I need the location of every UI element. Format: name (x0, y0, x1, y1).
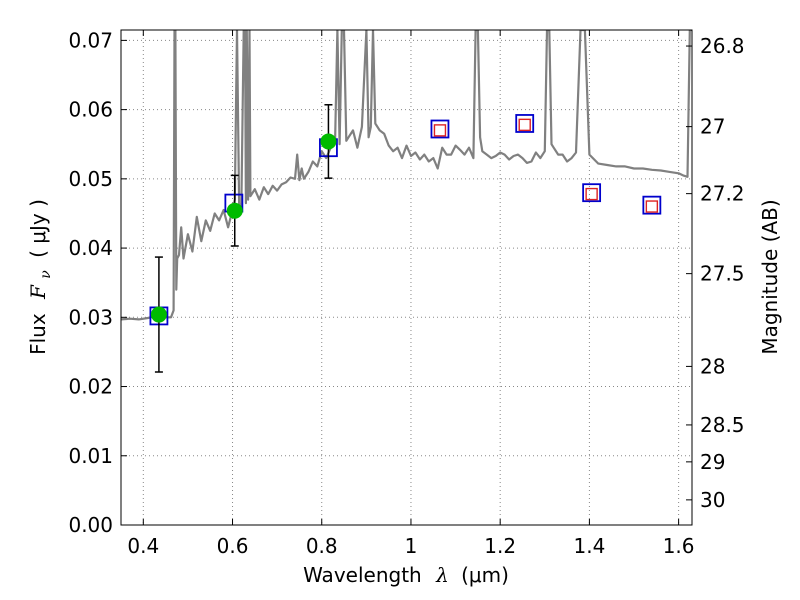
plot-area (121, 30, 692, 373)
plot-frame (120, 29, 693, 526)
x-tick-label: 0.4 (127, 534, 159, 558)
grid (121, 30, 692, 526)
y-tick-label: 0.02 (68, 375, 113, 399)
x-tick-label: 0.8 (306, 534, 338, 558)
y-axis-title-subscript: ν (38, 270, 54, 279)
observed-photometry-marker (585, 187, 598, 201)
spectrum-line (121, 30, 692, 321)
y2-tick-label: 27.5 (700, 262, 745, 286)
model-photometry-marker (642, 195, 662, 215)
y-axis-title-symbol: F (26, 284, 50, 300)
x-tick-label: 1.4 (573, 534, 605, 558)
y2-tick-label: 29 (700, 450, 725, 474)
x-tick-label: 1 (405, 534, 418, 558)
y-tick-label: 0.00 (68, 513, 113, 537)
observed-photometry-marker (645, 200, 659, 213)
x-axis-title: Wavelength λ (μm) (303, 563, 509, 587)
measured-flux-point (320, 133, 337, 150)
y-tick-label: 0.05 (68, 167, 113, 191)
y-tick-label: 0.04 (68, 236, 113, 260)
model-photometry-marker (515, 114, 535, 133)
observed-photometry-marker (433, 124, 447, 137)
axis-ticks: 0.4 0.6 0.8 1 1.2 1.4 1.6 0.00 0.01 0.02 0.03 0.04 0… (68, 28, 744, 558)
y2-tick-label: 27.2 (700, 182, 745, 206)
y-tick-label: 0.06 (68, 98, 113, 122)
measured-flux-point (150, 306, 167, 323)
y2-tick-label: 27 (700, 115, 725, 139)
y2-tick-label: 28.5 (700, 413, 745, 437)
x-axis-title-symbol: λ (435, 563, 449, 587)
y2-tick-label: 30 (700, 488, 725, 512)
x-axis-title-text: Wavelength (303, 563, 422, 587)
observed-photometry-marker (518, 118, 531, 132)
y2-tick-label: 26.8 (700, 34, 745, 58)
measured-flux-point (226, 202, 243, 219)
y2-axis-title: Magnitude (AB) (758, 199, 782, 354)
y-axis-title-text: Flux (26, 313, 50, 355)
y-tick-label: 0.07 (68, 28, 113, 52)
x-tick-label: 1.2 (484, 534, 516, 558)
y-tick-label: 0.03 (68, 305, 113, 329)
y-tick-label: 0.01 (68, 444, 113, 468)
y-axis-title: Flux F ν ( μJy ) (26, 199, 55, 355)
model-photometry-marker (582, 183, 602, 203)
x-tick-label: 0.6 (217, 534, 249, 558)
y-axis-title-unit: ( μJy ) (26, 199, 50, 258)
x-axis-title-unit: (μm) (461, 563, 509, 587)
model-photometry-marker (430, 119, 450, 139)
x-tick-label: 1.6 (663, 534, 695, 558)
y2-tick-label: 28 (700, 354, 725, 378)
